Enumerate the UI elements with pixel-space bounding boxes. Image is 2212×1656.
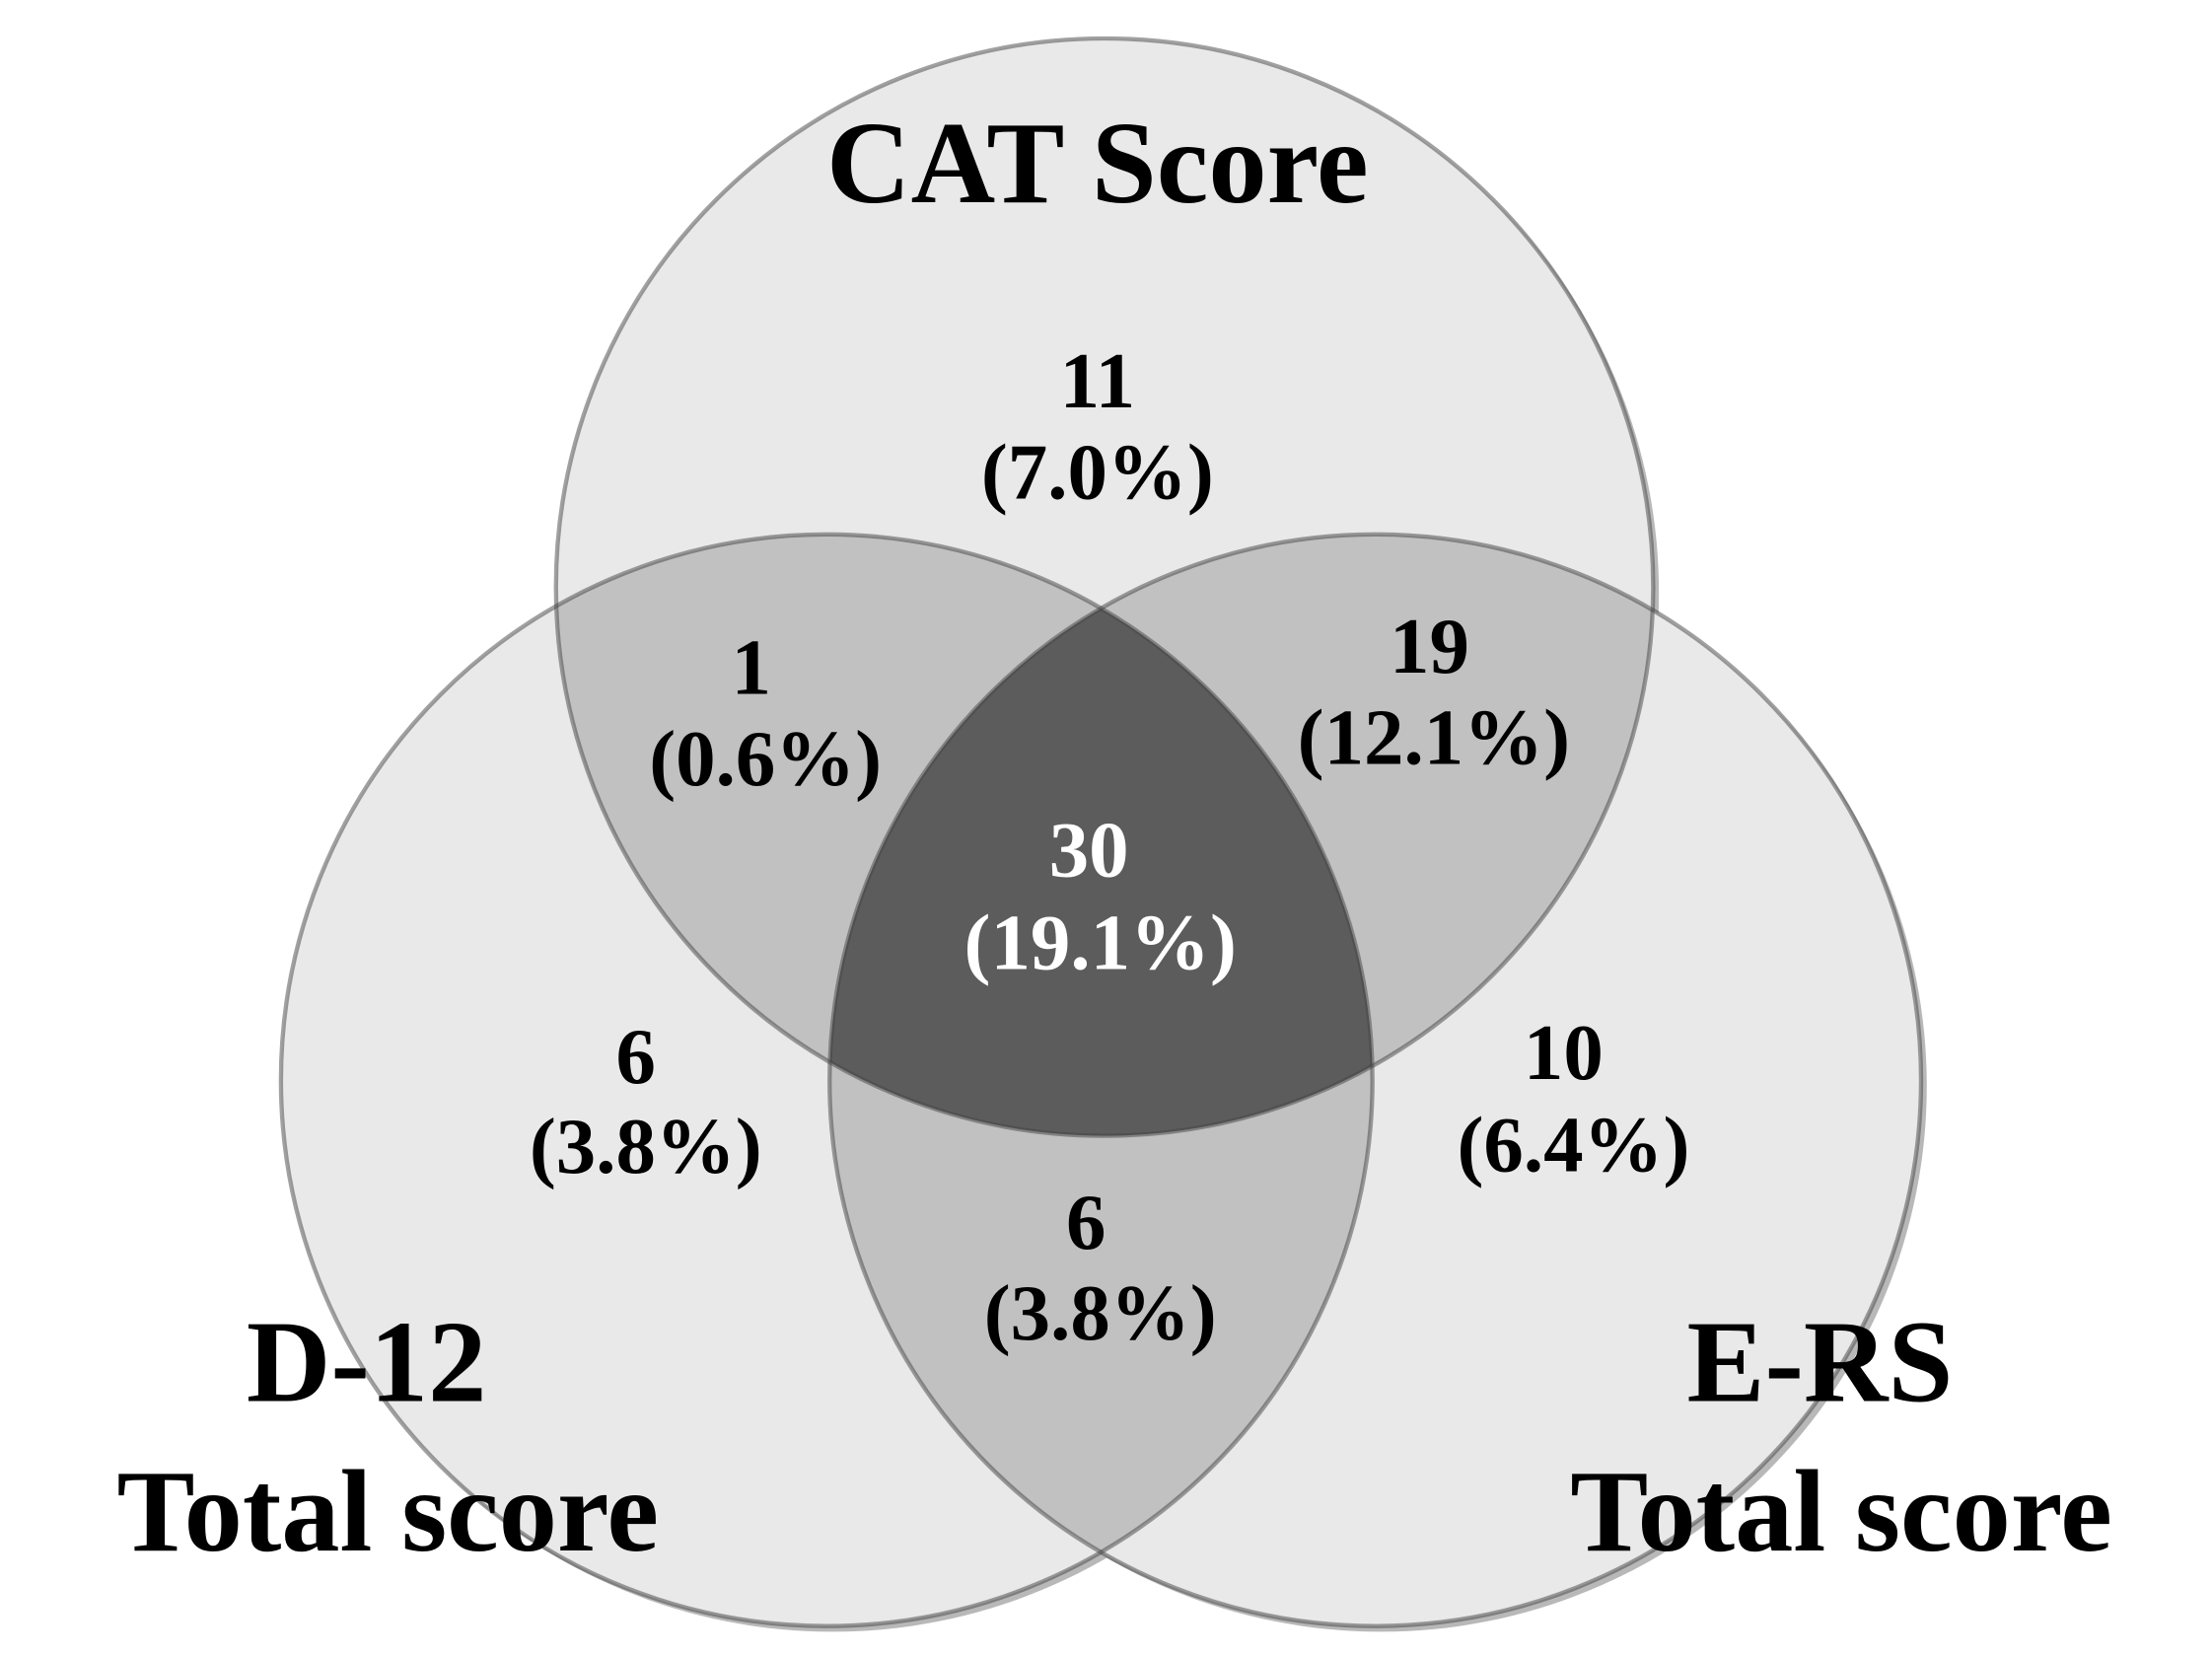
circle-outline [278,532,1375,1628]
region-percent: (19.1%) [964,899,1237,987]
region-count: 1 [731,623,770,712]
region-count: 30 [1049,806,1129,895]
region-percent: (3.8%) [984,1268,1217,1357]
region-percent: (0.6%) [649,714,882,803]
circle-outline [553,36,1656,1138]
region-count: 6 [615,1012,655,1101]
set-label: E-RS [1686,1296,1953,1426]
set-label: CAT Score [826,98,1369,228]
region-percent: (7.0%) [981,428,1214,517]
region-percent: (3.8%) [530,1102,762,1190]
region-count: 10 [1524,1008,1604,1097]
region-percent: (6.4%) [1457,1101,1689,1189]
circle-outline [827,532,1924,1628]
region-count: 6 [1066,1178,1106,1266]
region-count: 11 [1060,336,1135,425]
overlap-all [829,534,1373,1136]
set-label: D-12 [247,1296,486,1426]
region-percent: (12.1%) [1298,692,1570,781]
set-label: Total score [1570,1446,2112,1576]
region-count: 19 [1390,602,1469,690]
circles [278,36,1924,1628]
set-label: Total score [116,1446,659,1576]
